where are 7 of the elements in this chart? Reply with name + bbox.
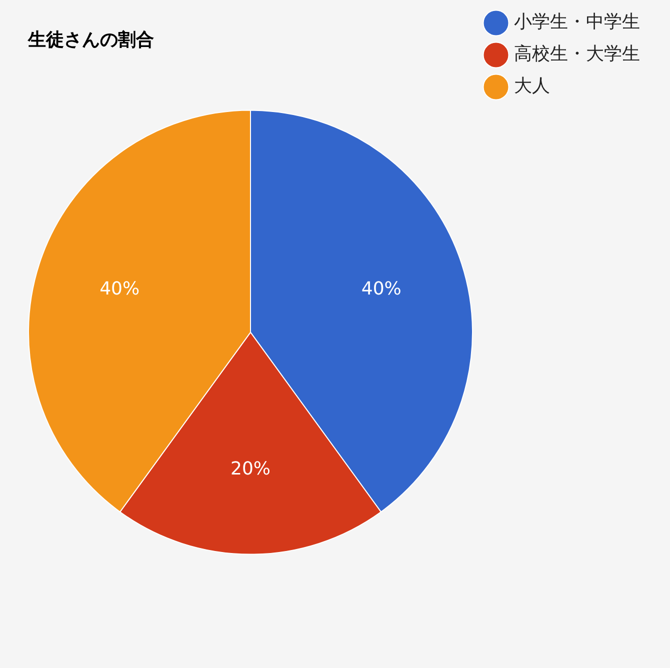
data-label: 20%: [230, 458, 271, 480]
legend-label: 小学生・中学生: [514, 12, 640, 33]
data-label: 40%: [100, 278, 140, 300]
legend-label: 高校生・大学生: [514, 44, 640, 65]
text: 生徒さんの割合: [27, 29, 154, 50]
data-label: 40%: [361, 278, 402, 300]
legend-label: 大人: [514, 76, 550, 97]
